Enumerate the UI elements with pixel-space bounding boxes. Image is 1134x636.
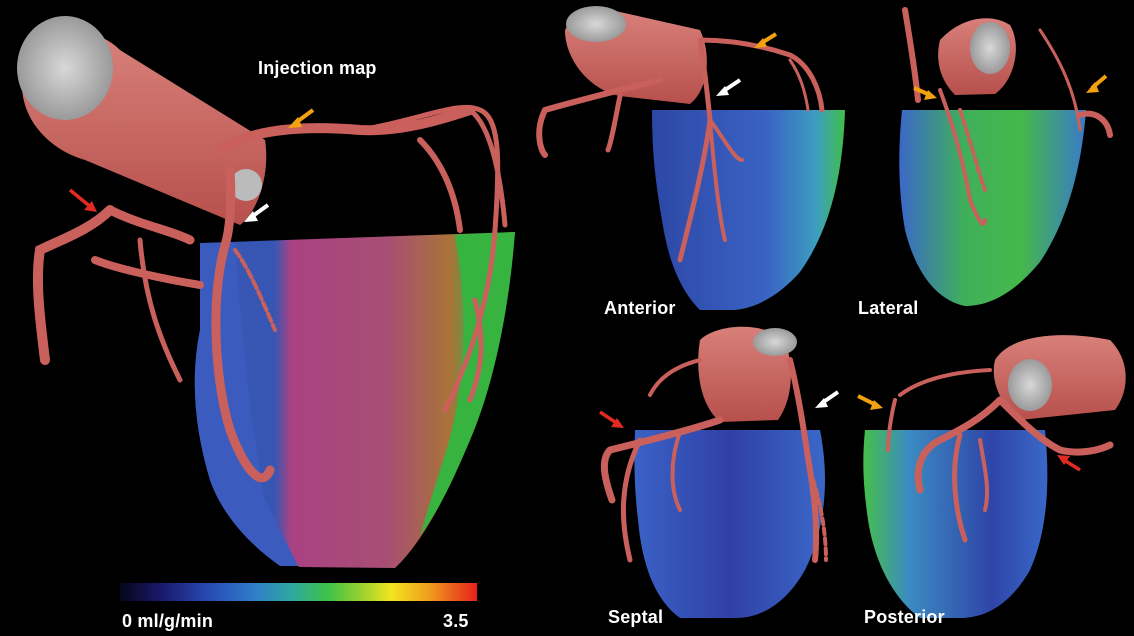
posterior-label: Posterior	[864, 607, 945, 627]
septal-vessels	[600, 357, 828, 563]
main-panel-title: Injection map	[258, 58, 377, 78]
color-scale-min-label: 0 ml/g/min	[122, 611, 214, 631]
posterior-orange-arrow-head	[870, 400, 883, 410]
anterior-vessels	[536, 37, 825, 263]
red-arrow	[68, 188, 94, 210]
septal-aorta-cap	[753, 328, 797, 356]
main-arrows	[68, 108, 315, 222]
septal-myocardium	[634, 430, 825, 618]
anterior-white-arrow-head	[716, 86, 729, 96]
main-heart-lateral-rim	[420, 232, 515, 535]
posterior-aorta-cap	[1008, 359, 1052, 411]
anterior-orange-arrow-head	[754, 38, 767, 48]
main-heart-view	[17, 16, 515, 568]
anterior-aorta-cap	[566, 6, 626, 42]
lateral-label: Lateral	[858, 298, 919, 318]
lateral-orange-arrow-left-head	[924, 90, 937, 100]
septal-red-arrow-head	[611, 418, 624, 428]
white-arrow-head	[244, 211, 258, 222]
orange-arrow-head	[288, 117, 302, 128]
posterior-view	[857, 335, 1126, 618]
posterior-red-arrow	[1063, 458, 1081, 472]
septal-white-arrow-head	[815, 398, 828, 408]
lateral-myocardium	[899, 110, 1086, 306]
lateral-aorta-cap	[970, 22, 1010, 74]
posterior-vessels	[886, 368, 1114, 543]
anterior-view	[536, 6, 845, 310]
color-scale-bar	[120, 583, 477, 601]
main-heart-myocardium	[194, 232, 515, 568]
lateral-view	[899, 7, 1113, 306]
main-heart-septal-band	[194, 243, 298, 566]
main-coronary-vessels	[32, 104, 508, 483]
main-aortic-cap-small	[230, 169, 262, 201]
anterior-myocardium	[652, 110, 845, 310]
lateral-orange-arrow-right-head	[1086, 82, 1099, 93]
red-arrow-head	[84, 201, 97, 212]
septal-view	[599, 326, 840, 618]
anterior-label: Anterior	[604, 298, 676, 318]
posterior-red-arrow-head	[1057, 455, 1070, 465]
septal-label: Septal	[608, 607, 664, 627]
posterior-myocardium	[863, 430, 1048, 618]
color-scale-max-label: 3.5	[443, 611, 469, 631]
main-aorta-cap	[17, 16, 113, 120]
